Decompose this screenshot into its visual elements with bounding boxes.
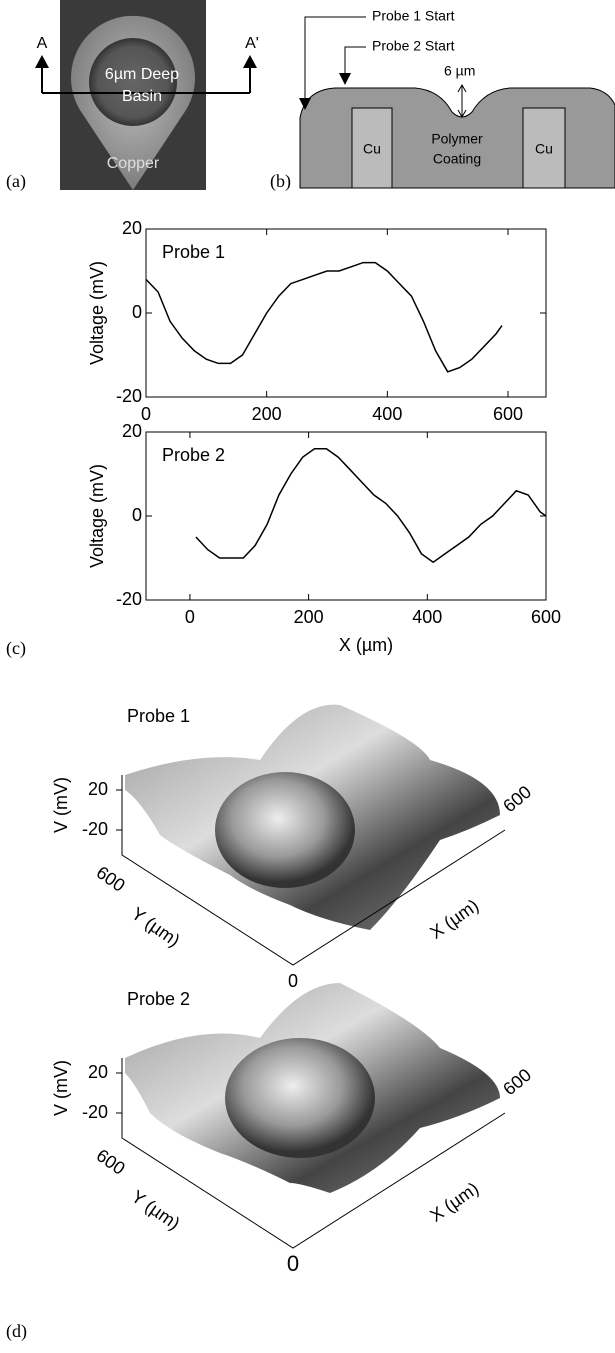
surface <box>215 772 355 888</box>
arrow <box>339 73 351 85</box>
arrow <box>457 83 467 119</box>
y-tick-label: 600 <box>93 862 129 896</box>
copper <box>522 107 566 189</box>
x-tick-label: 0 <box>185 607 195 627</box>
origin-label: 0 <box>287 1251 299 1276</box>
basin <box>89 38 177 126</box>
x-axis-label: X (µm) <box>339 635 393 655</box>
marker <box>243 55 257 68</box>
axis <box>121 1058 506 1249</box>
cu-label: Cu <box>535 141 553 157</box>
x-axis-label: X (µm) <box>426 1178 482 1226</box>
panel-a: A A' 6µm Deep Basin Copper (a) <box>6 0 259 192</box>
y-tick-label: 20 <box>122 421 142 441</box>
y-axis-label: Y (µm) <box>128 1186 184 1233</box>
x-tick-label: 400 <box>412 607 442 627</box>
surface <box>225 1038 375 1158</box>
y-tick-label: -20 <box>116 589 142 609</box>
panel-label: (a) <box>6 171 26 192</box>
coating-label: Polymer <box>431 131 483 147</box>
y-axis-label: Y (µm) <box>128 903 184 950</box>
x-tick-label: 600 <box>499 1065 535 1100</box>
plot-title: Probe 2 <box>127 989 190 1009</box>
coating-label: Coating <box>433 151 481 167</box>
data-line <box>195 448 547 564</box>
panel-d: (d) Probe 1 20 -20 V (mV) 600 Y (µm) 600 X (µm)… <box>6 704 535 1342</box>
arrow <box>299 98 311 110</box>
x-axis-label: X (µm) <box>426 895 482 943</box>
panel-label: (d) <box>6 1321 27 1342</box>
probe-path <box>304 16 366 100</box>
axis <box>121 775 506 966</box>
y-axis-label: Voltage (mV) <box>87 464 107 568</box>
x-tick-label: 200 <box>294 607 324 627</box>
marker <box>35 55 49 68</box>
panel-b: Probe 1 Start Probe 2 Start 6 µm Cu Poly… <box>270 8 615 192</box>
x-tick-label: 200 <box>252 404 282 424</box>
depth-label: 6 µm <box>444 63 475 79</box>
cu-label: Cu <box>363 141 381 157</box>
annotation: Probe 1 <box>162 242 225 262</box>
marker-label: A' <box>245 35 259 52</box>
v-tick-label: 20 <box>88 1062 108 1082</box>
y-tick-label: 0 <box>132 302 142 322</box>
basin-label: Basin <box>122 88 162 105</box>
probe-path <box>344 46 366 75</box>
x-tick-label: 400 <box>372 404 402 424</box>
v-axis-label: V (mV) <box>51 1060 71 1116</box>
marker-label: A <box>37 35 48 52</box>
material-label: Copper <box>107 155 160 172</box>
v-axis-label: V (mV) <box>51 777 71 833</box>
probe-label: Probe 2 Start <box>372 38 455 54</box>
y-tick-label: 600 <box>93 1145 129 1179</box>
probe-label: Probe 1 Start <box>372 8 455 24</box>
x-tick-label: 600 <box>531 607 561 627</box>
plot-title: Probe 1 <box>127 706 190 726</box>
surface-plot: Probe 2 20 -20 V (mV) 600 Y (µm) 600 X (µm) 0 <box>51 983 535 1276</box>
y-axis-label: Voltage (mV) <box>87 261 107 365</box>
x-tick-label: 600 <box>499 782 535 817</box>
panel-label: (b) <box>270 171 291 192</box>
basin-label: 6µm Deep <box>105 66 179 83</box>
v-tick-label: -20 <box>82 1102 108 1122</box>
origin-label: 0 <box>288 971 298 991</box>
annotation: Probe 2 <box>162 445 225 465</box>
data-line <box>145 261 503 373</box>
x-tick-label: 600 <box>493 404 523 424</box>
y-tick-label: 0 <box>132 505 142 525</box>
panel-label: (c) <box>6 638 26 659</box>
x-tick-label: 0 <box>141 404 151 424</box>
v-tick-label: 20 <box>88 779 108 799</box>
v-tick-label: -20 <box>82 819 108 839</box>
y-tick-label: -20 <box>116 386 142 406</box>
y-tick-label: 20 <box>122 218 142 238</box>
copper <box>351 107 393 189</box>
surface-plot: Probe 1 20 -20 V (mV) 600 Y (µm) 600 X (µm) 0 <box>51 704 535 991</box>
